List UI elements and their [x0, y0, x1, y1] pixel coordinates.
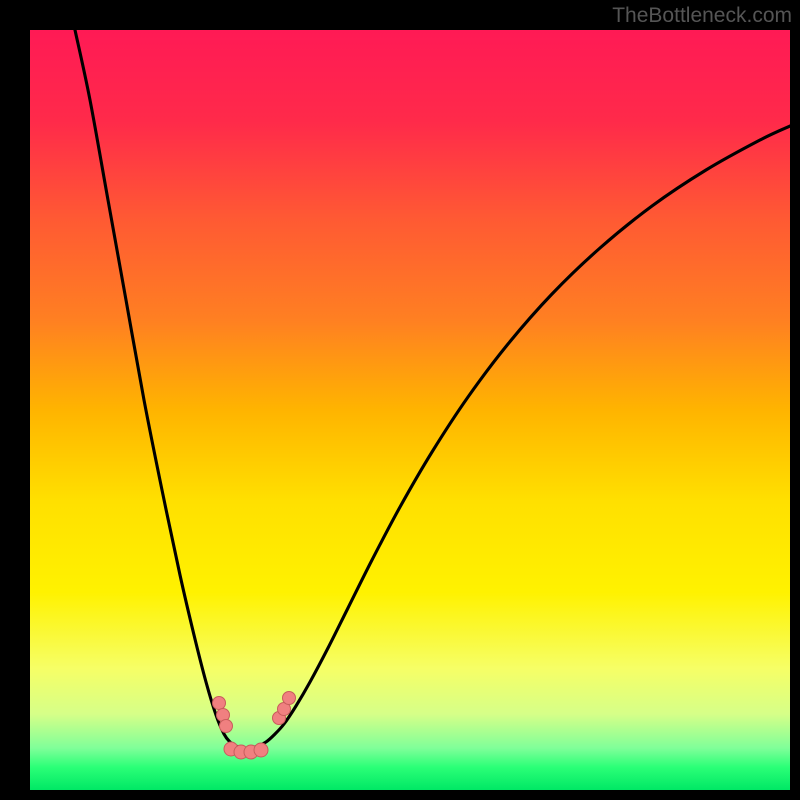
data-point	[220, 720, 233, 733]
plot-area	[30, 30, 790, 790]
data-point	[254, 743, 268, 757]
data-point	[213, 697, 226, 710]
data-point	[283, 692, 296, 705]
chart-frame: TheBottleneck.com	[0, 0, 800, 800]
bottleneck-curve	[75, 30, 790, 748]
site-watermark: TheBottleneck.com	[612, 4, 792, 28]
bottleneck-curve-svg	[30, 30, 790, 790]
